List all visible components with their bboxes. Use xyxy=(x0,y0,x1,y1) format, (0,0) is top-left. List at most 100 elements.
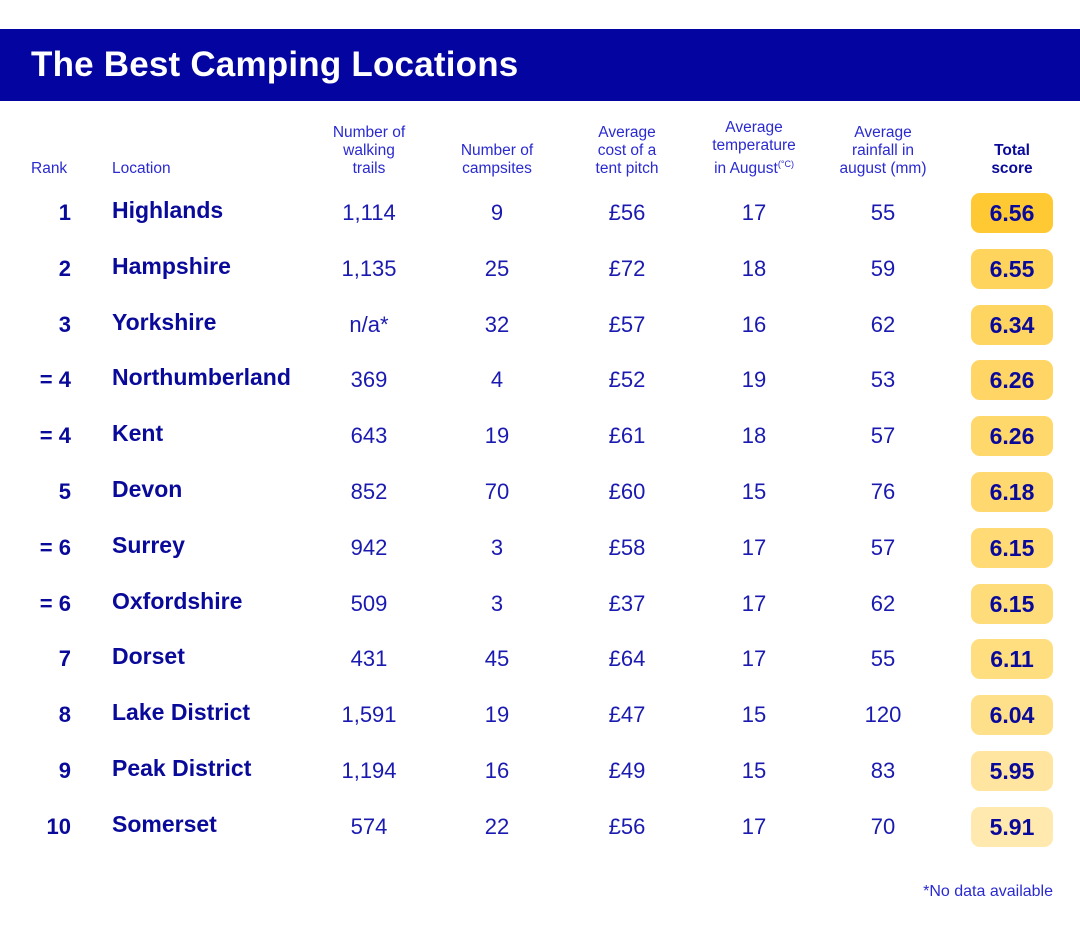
rain-cell: 57 xyxy=(870,423,896,448)
table-row: 8 Lake District 1,591 19 £47 15 120 6.04 xyxy=(0,695,1080,735)
score-badge: 6.55 xyxy=(971,249,1053,289)
campsites-cell: 70 xyxy=(484,479,510,504)
location-cell: Somerset xyxy=(112,810,217,837)
rank-cell: 1 xyxy=(58,200,71,225)
score-badge: 6.56 xyxy=(971,193,1053,233)
cost-cell: £72 xyxy=(608,256,646,281)
score-badge: 6.26 xyxy=(971,360,1053,400)
rain-cell: 55 xyxy=(870,646,896,671)
trails-cell: 574 xyxy=(350,814,388,839)
temp-cell: 17 xyxy=(741,200,767,225)
location-cell: Surrey xyxy=(112,531,185,558)
table-row: 10 Somerset 574 22 £56 17 70 5.91 xyxy=(0,807,1080,847)
table-header: Rank Location Number of walking trails N… xyxy=(0,119,1080,182)
temp-cell: 17 xyxy=(741,591,767,616)
temp-cell: 18 xyxy=(741,256,767,281)
table-row: 7 Dorset 431 45 £64 17 55 6.11 xyxy=(0,639,1080,679)
table-row: 9 Peak District 1,194 16 £49 15 83 5.95 xyxy=(0,751,1080,791)
cost-cell: £61 xyxy=(608,423,646,448)
header-cost: Average cost of a tent pitch xyxy=(595,124,659,177)
rank-cell: 5 xyxy=(58,479,71,504)
trails-cell: 1,114 xyxy=(342,200,396,225)
header-temp-label: Average temperature in August xyxy=(712,118,796,177)
cost-cell: £56 xyxy=(608,814,646,839)
campsites-cell: 16 xyxy=(484,758,510,783)
trails-cell: 431 xyxy=(350,646,388,671)
rain-cell: 70 xyxy=(870,814,896,839)
table-row: 2 Hampshire 1,135 25 £72 18 59 6.55 xyxy=(0,249,1080,289)
campsites-cell: 9 xyxy=(490,200,504,225)
title-bar: The Best Camping Locations xyxy=(0,29,1080,101)
cost-cell: £52 xyxy=(608,367,646,392)
campsites-cell: 25 xyxy=(484,256,510,281)
rain-cell: 59 xyxy=(870,256,896,281)
rank-cell: = 4 xyxy=(39,423,71,448)
score-badge: 5.95 xyxy=(971,751,1053,791)
header-trails: Number of walking trails xyxy=(332,124,406,177)
campsites-cell: 3 xyxy=(490,535,504,560)
header-temp-unit: (°C) xyxy=(777,158,794,169)
table-row: = 6 Oxfordshire 509 3 £37 17 62 6.15 xyxy=(0,584,1080,624)
table-row: 3 Yorkshire n/a* 32 £57 16 62 6.34 xyxy=(0,305,1080,345)
campsites-cell: 3 xyxy=(490,591,504,616)
temp-cell: 15 xyxy=(741,479,767,504)
cost-cell: £37 xyxy=(608,591,646,616)
score-badge: 6.18 xyxy=(971,472,1053,512)
table-row: = 4 Kent 643 19 £61 18 57 6.26 xyxy=(0,416,1080,456)
location-cell: Northumberland xyxy=(112,363,291,390)
cost-cell: £64 xyxy=(608,646,646,671)
campsites-cell: 45 xyxy=(484,646,510,671)
temp-cell: 17 xyxy=(741,814,767,839)
table-row: 1 Highlands 1,114 9 £56 17 55 6.56 xyxy=(0,193,1080,233)
cost-cell: £57 xyxy=(608,312,646,337)
header-rank: Rank xyxy=(31,160,68,177)
location-cell: Yorkshire xyxy=(112,308,217,335)
score-badge: 6.11 xyxy=(971,639,1053,679)
rank-cell: 7 xyxy=(58,646,71,671)
header-temp: Average temperature in August(°C) xyxy=(694,119,814,178)
table-row: = 6 Surrey 942 3 £58 17 57 6.15 xyxy=(0,528,1080,568)
trails-cell: 1,135 xyxy=(341,256,397,281)
rain-cell: 53 xyxy=(870,367,896,392)
rain-cell: 83 xyxy=(870,758,896,783)
page-title: The Best Camping Locations xyxy=(31,45,519,84)
score-badge: 6.34 xyxy=(971,305,1053,345)
temp-cell: 15 xyxy=(741,702,767,727)
cost-cell: £58 xyxy=(608,535,646,560)
campsites-cell: 4 xyxy=(490,367,504,392)
rank-cell: = 4 xyxy=(39,367,71,392)
footnote: *No data available xyxy=(923,883,1053,900)
cost-cell: £56 xyxy=(608,200,646,225)
location-cell: Lake District xyxy=(112,698,251,725)
rank-cell: 9 xyxy=(58,758,71,783)
temp-cell: 16 xyxy=(741,312,767,337)
location-cell: Oxfordshire xyxy=(112,587,243,614)
campsites-cell: 32 xyxy=(484,312,510,337)
rank-cell: 3 xyxy=(58,312,71,337)
trails-cell: 369 xyxy=(350,367,388,392)
location-cell: Devon xyxy=(112,475,183,502)
rank-cell: 10 xyxy=(46,814,71,839)
campsites-cell: 22 xyxy=(484,814,510,839)
trails-cell: 509 xyxy=(350,591,388,616)
campsites-cell: 19 xyxy=(484,702,510,727)
trails-cell: 1,591 xyxy=(341,702,397,727)
trails-cell: 643 xyxy=(350,423,388,448)
temp-cell: 19 xyxy=(741,367,767,392)
trails-cell: n/a* xyxy=(349,312,389,337)
score-badge: 6.15 xyxy=(971,584,1053,624)
table-row: 5 Devon 852 70 £60 15 76 6.18 xyxy=(0,472,1080,512)
rank-cell: 8 xyxy=(58,702,71,727)
temp-cell: 18 xyxy=(741,423,767,448)
header-score: Total score xyxy=(991,142,1033,177)
header-campsites: Number of campsites xyxy=(460,142,534,177)
score-badge: 6.04 xyxy=(971,695,1053,735)
score-badge: 6.26 xyxy=(971,416,1053,456)
rain-cell: 76 xyxy=(870,479,896,504)
rain-cell: 62 xyxy=(870,312,896,337)
header-location: Location xyxy=(112,160,171,177)
cost-cell: £47 xyxy=(608,702,646,727)
rain-cell: 120 xyxy=(864,702,902,727)
location-cell: Peak District xyxy=(112,754,252,781)
rank-cell: 2 xyxy=(58,256,71,281)
